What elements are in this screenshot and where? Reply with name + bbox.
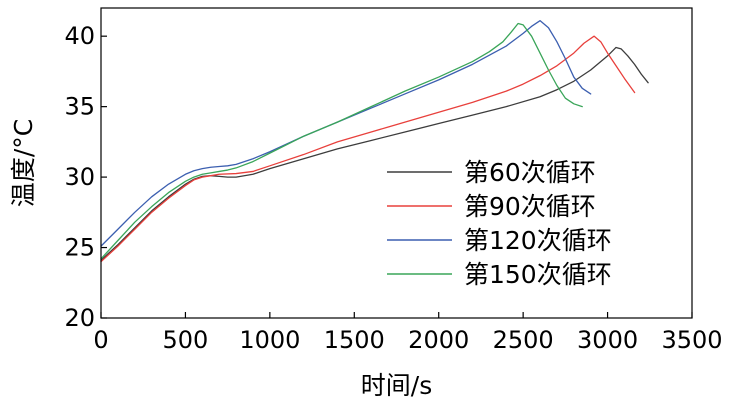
series-line-1 bbox=[100, 46, 649, 261]
legend-item: 第150次循环 bbox=[387, 260, 612, 289]
series-layer bbox=[100, 20, 649, 263]
x-tick-label: 3500 bbox=[661, 326, 722, 354]
plot-frame bbox=[100, 7, 693, 319]
x-tick-label: 2000 bbox=[408, 326, 469, 354]
legend-item: 第120次循环 bbox=[387, 226, 612, 255]
legend-label: 第90次循环 bbox=[464, 192, 596, 221]
series-line-2 bbox=[100, 35, 636, 263]
legend-label: 第120次循环 bbox=[464, 226, 612, 255]
x-tick-label: 3000 bbox=[577, 326, 638, 354]
y-tick-label: 30 bbox=[64, 163, 95, 191]
y-tick-label: 20 bbox=[64, 304, 95, 332]
legend-item: 第60次循环 bbox=[387, 158, 596, 187]
legend-label: 第60次循环 bbox=[464, 158, 596, 187]
x-tick-label: 0 bbox=[93, 326, 108, 354]
y-axis-title: 温度/°C bbox=[9, 119, 38, 207]
x-axis-title: 时间/s bbox=[361, 371, 432, 400]
x-tick-label: 1000 bbox=[239, 326, 300, 354]
y-tick-label: 40 bbox=[64, 22, 95, 50]
y-axis-ticks: 20 25 30 35 40 bbox=[64, 22, 107, 332]
y-tick-label: 25 bbox=[64, 234, 95, 262]
x-tick-label: 2500 bbox=[493, 326, 554, 354]
x-tick-label: 500 bbox=[163, 326, 209, 354]
y-tick-label: 35 bbox=[64, 93, 95, 121]
series-line-4 bbox=[100, 22, 583, 260]
legend-label: 第150次循环 bbox=[464, 260, 612, 289]
x-axis-ticks: 0 500 1000 1500 2000 2500 3000 3500 bbox=[93, 312, 723, 354]
legend-item: 第90次循环 bbox=[387, 192, 596, 221]
x-tick-label: 1500 bbox=[324, 326, 385, 354]
